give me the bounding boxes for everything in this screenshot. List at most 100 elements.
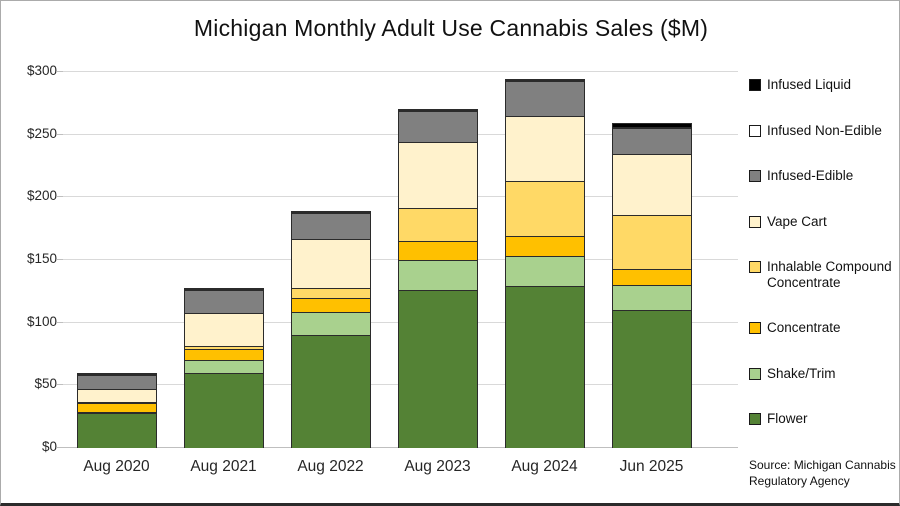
bar-slot xyxy=(384,72,491,448)
stacked-bar-aug-2022 xyxy=(290,211,371,448)
segment-infused-non-edible xyxy=(612,127,691,128)
y-axis-label-200: $200 xyxy=(26,188,57,203)
legend-swatch-icon xyxy=(749,322,761,335)
segment-flower xyxy=(291,335,370,448)
segment-inhalable-compound-concentrate xyxy=(291,288,370,298)
legend-item-infused-non-edible: Infused Non-Edible xyxy=(749,123,897,139)
bar-slot xyxy=(63,72,170,448)
segment-vape-cart xyxy=(77,389,156,402)
stacked-bar-aug-2021 xyxy=(183,288,264,448)
y-axis-tick xyxy=(57,322,63,323)
segment-vape-cart xyxy=(184,313,263,346)
legend-item-infused-edible: Infused-Edible xyxy=(749,168,897,184)
x-axis-label-aug-2020: Aug 2020 xyxy=(83,458,150,475)
segment-inhalable-compound-concentrate xyxy=(398,208,477,241)
legend-item-concentrate: Concentrate xyxy=(749,320,897,336)
legend-item-vape-cart: Vape Cart xyxy=(749,214,897,230)
gridline-300 xyxy=(63,71,738,72)
segment-shake-trim xyxy=(398,260,477,290)
segment-shake-trim xyxy=(184,360,263,373)
segment-infused-edible xyxy=(291,213,370,239)
segment-concentrate xyxy=(398,241,477,260)
bar-slot xyxy=(598,72,705,448)
segment-infused-edible xyxy=(77,375,156,389)
segment-infused-non-edible xyxy=(184,289,263,290)
stacked-bar-aug-2023 xyxy=(397,109,478,448)
plot-area xyxy=(57,71,738,448)
segment-flower xyxy=(184,373,263,448)
legend-swatch-icon xyxy=(749,79,761,91)
segment-shake-trim xyxy=(77,412,156,413)
legend-label: Infused Non-Edible xyxy=(767,122,882,138)
segment-flower xyxy=(612,310,691,448)
segment-infused-edible xyxy=(398,111,477,142)
segment-infused-liquid xyxy=(398,109,477,110)
legend-item-flower: Flower xyxy=(749,411,897,427)
legend-label: Vape Cart xyxy=(767,213,827,229)
stacked-bar-aug-2024 xyxy=(504,79,585,448)
source-note: Source: Michigan Cannabis Regulatory Age… xyxy=(749,458,896,489)
segment-shake-trim xyxy=(505,256,584,286)
segment-infused-non-edible xyxy=(77,374,156,375)
y-axis-label-50: $50 xyxy=(34,376,57,391)
x-axis-labels: Aug 2020 Aug 2021 Aug 2022 Aug 2023 Aug 2024… xyxy=(63,458,705,476)
y-axis-tick xyxy=(57,259,63,260)
segment-infused-liquid xyxy=(291,211,370,212)
segment-infused-non-edible xyxy=(505,80,584,81)
segment-concentrate xyxy=(184,349,263,360)
segment-shake-trim xyxy=(612,285,691,310)
stacked-bar-jun-2025 xyxy=(611,123,692,448)
legend-swatch-icon xyxy=(749,413,761,426)
y-axis-label-300: $300 xyxy=(26,63,57,78)
segment-infused-liquid xyxy=(184,288,263,289)
y-axis-tick xyxy=(57,384,63,385)
legend-swatch-icon xyxy=(749,367,761,380)
segment-flower xyxy=(77,413,156,448)
segment-flower xyxy=(398,290,477,448)
stacked-bar-aug-2020 xyxy=(76,373,157,448)
y-axis-label-0: $0 xyxy=(41,439,57,454)
legend-label: Infused-Edible xyxy=(767,168,854,184)
y-axis-tick xyxy=(57,196,63,197)
segment-inhalable-compound-concentrate xyxy=(184,346,263,349)
y-axis-label-150: $150 xyxy=(26,251,57,266)
segment-vape-cart xyxy=(505,116,584,181)
segment-shake-trim xyxy=(291,312,370,335)
bar-slot xyxy=(277,72,384,448)
bars-container xyxy=(63,72,705,448)
segment-vape-cart xyxy=(612,154,691,215)
segment-inhalable-compound-concentrate xyxy=(505,181,584,236)
y-axis-tick xyxy=(57,447,63,448)
legend-swatch-icon xyxy=(749,124,761,137)
segment-inhalable-compound-concentrate xyxy=(612,215,691,269)
segment-infused-edible xyxy=(184,290,263,313)
segment-infused-liquid xyxy=(612,123,691,127)
segment-concentrate xyxy=(505,236,584,256)
segment-vape-cart xyxy=(398,142,477,208)
legend-label: Infused Liquid xyxy=(767,77,852,92)
x-axis-label-aug-2024: Aug 2024 xyxy=(511,458,578,475)
segment-vape-cart xyxy=(291,239,370,288)
x-axis-label-aug-2021: Aug 2021 xyxy=(190,458,257,475)
y-axis-tick xyxy=(57,134,63,135)
bar-slot xyxy=(170,72,277,448)
legend-item-inhalable-compound-concentrate: Inhalable Compound Concentrate xyxy=(749,259,897,290)
segment-concentrate xyxy=(77,403,156,412)
legend-label: Flower xyxy=(767,411,808,427)
y-axis-tick xyxy=(57,71,63,72)
legend-label: Inhalable Compound Concentrate xyxy=(767,259,892,290)
segment-flower xyxy=(505,286,584,448)
x-axis-label-aug-2023: Aug 2023 xyxy=(404,458,471,475)
legend-item-infused-liquid: Infused Liquid xyxy=(749,77,897,93)
segment-infused-non-edible xyxy=(291,212,370,213)
legend-swatch-icon xyxy=(749,170,761,183)
segment-infused-edible xyxy=(612,128,691,154)
segment-concentrate xyxy=(291,298,370,312)
x-axis-label-jun-2025: Jun 2025 xyxy=(619,458,684,475)
segment-infused-liquid xyxy=(77,373,156,374)
segment-infused-liquid xyxy=(505,79,584,80)
bar-slot xyxy=(491,72,598,448)
y-axis-label-100: $100 xyxy=(26,314,57,329)
legend-swatch-icon xyxy=(749,215,761,228)
